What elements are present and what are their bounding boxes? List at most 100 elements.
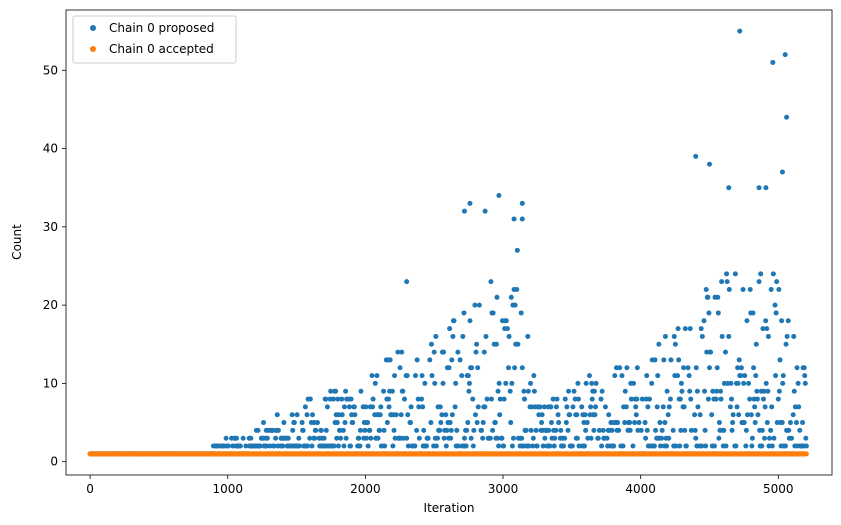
proposed-point — [754, 388, 760, 394]
proposed-point — [749, 443, 755, 449]
proposed-point — [401, 396, 407, 402]
proposed-point — [779, 420, 785, 426]
x-tick-label: 5000 — [763, 482, 794, 496]
proposed-point — [554, 396, 560, 402]
proposed-point — [408, 420, 414, 426]
proposed-point — [687, 388, 693, 394]
proposed-point — [719, 279, 725, 285]
proposed-point — [649, 380, 655, 386]
proposed-point — [636, 420, 642, 426]
proposed-point — [472, 412, 478, 418]
proposed-point — [541, 404, 547, 410]
proposed-point — [574, 435, 580, 441]
proposed-point — [261, 420, 267, 426]
legend-marker-proposed — [90, 25, 96, 31]
series-accepted-points — [87, 451, 809, 457]
proposed-point — [734, 404, 740, 410]
proposed-point — [497, 412, 503, 418]
proposed-point — [777, 357, 783, 363]
proposed-point — [331, 443, 337, 449]
proposed-point — [294, 412, 300, 418]
proposed-point — [771, 435, 777, 441]
proposed-point — [469, 365, 475, 371]
proposed-point — [339, 396, 345, 402]
proposed-point — [307, 396, 313, 402]
proposed-point — [357, 427, 363, 433]
proposed-point — [334, 435, 340, 441]
proposed-point — [769, 443, 775, 449]
proposed-point — [623, 404, 629, 410]
proposed-point — [499, 435, 505, 441]
proposed-point — [494, 294, 500, 300]
proposed-point — [775, 396, 781, 402]
proposed-point — [461, 208, 467, 214]
x-tick-label: 1000 — [212, 482, 243, 496]
proposed-point — [729, 396, 735, 402]
proposed-point — [793, 420, 799, 426]
proposed-point — [257, 443, 263, 449]
proposed-point — [552, 435, 558, 441]
proposed-point — [448, 435, 454, 441]
y-axis-label: Count — [10, 224, 24, 260]
proposed-point — [801, 365, 807, 371]
proposed-point — [779, 169, 785, 175]
proposed-point — [760, 326, 766, 332]
proposed-point — [472, 302, 478, 308]
proposed-point — [571, 388, 577, 394]
legend-box — [72, 15, 237, 64]
proposed-point — [449, 412, 455, 418]
proposed-point — [369, 373, 375, 379]
proposed-point — [296, 435, 302, 441]
proposed-point — [506, 333, 512, 339]
proposed-point — [602, 404, 608, 410]
proposed-point — [756, 185, 762, 191]
proposed-point — [384, 420, 390, 426]
proposed-point — [675, 326, 681, 332]
proposed-point — [351, 404, 357, 410]
proposed-point — [738, 365, 744, 371]
proposed-point — [290, 427, 296, 433]
proposed-point — [530, 443, 536, 449]
proposed-point — [240, 435, 246, 441]
proposed-point — [271, 443, 277, 449]
proposed-point — [599, 388, 605, 394]
proposed-point — [761, 388, 767, 394]
proposed-point — [450, 333, 456, 339]
proposed-point — [405, 412, 411, 418]
x-axis-ticks: 0 1000 2000 3000 4000 5000 — [86, 475, 794, 496]
proposed-point — [480, 435, 486, 441]
proposed-point — [299, 420, 305, 426]
proposed-point — [548, 420, 554, 426]
proposed-point — [496, 443, 502, 449]
proposed-point — [281, 420, 287, 426]
x-tick-label: 4000 — [625, 482, 656, 496]
proposed-point — [779, 318, 785, 324]
proposed-point — [591, 427, 597, 433]
proposed-point — [465, 373, 471, 379]
proposed-point — [726, 286, 732, 292]
proposed-point — [733, 443, 739, 449]
proposed-point — [561, 443, 567, 449]
proposed-point — [389, 388, 395, 394]
proposed-point — [514, 247, 520, 253]
proposed-point — [350, 420, 356, 426]
proposed-point — [419, 373, 425, 379]
proposed-point — [387, 357, 393, 363]
proposed-point — [378, 404, 384, 410]
proposed-point — [433, 333, 439, 339]
proposed-point — [374, 373, 380, 379]
proposed-point — [275, 427, 281, 433]
proposed-point — [593, 380, 599, 386]
proposed-point — [352, 412, 358, 418]
proposed-point — [362, 427, 368, 433]
proposed-point — [471, 427, 477, 433]
proposed-point — [772, 302, 778, 308]
proposed-point — [719, 333, 725, 339]
proposed-point — [619, 373, 625, 379]
proposed-point — [427, 357, 433, 363]
proposed-point — [314, 420, 320, 426]
proposed-point — [615, 420, 621, 426]
proposed-point — [392, 373, 398, 379]
proposed-point — [699, 333, 705, 339]
proposed-point — [414, 427, 420, 433]
